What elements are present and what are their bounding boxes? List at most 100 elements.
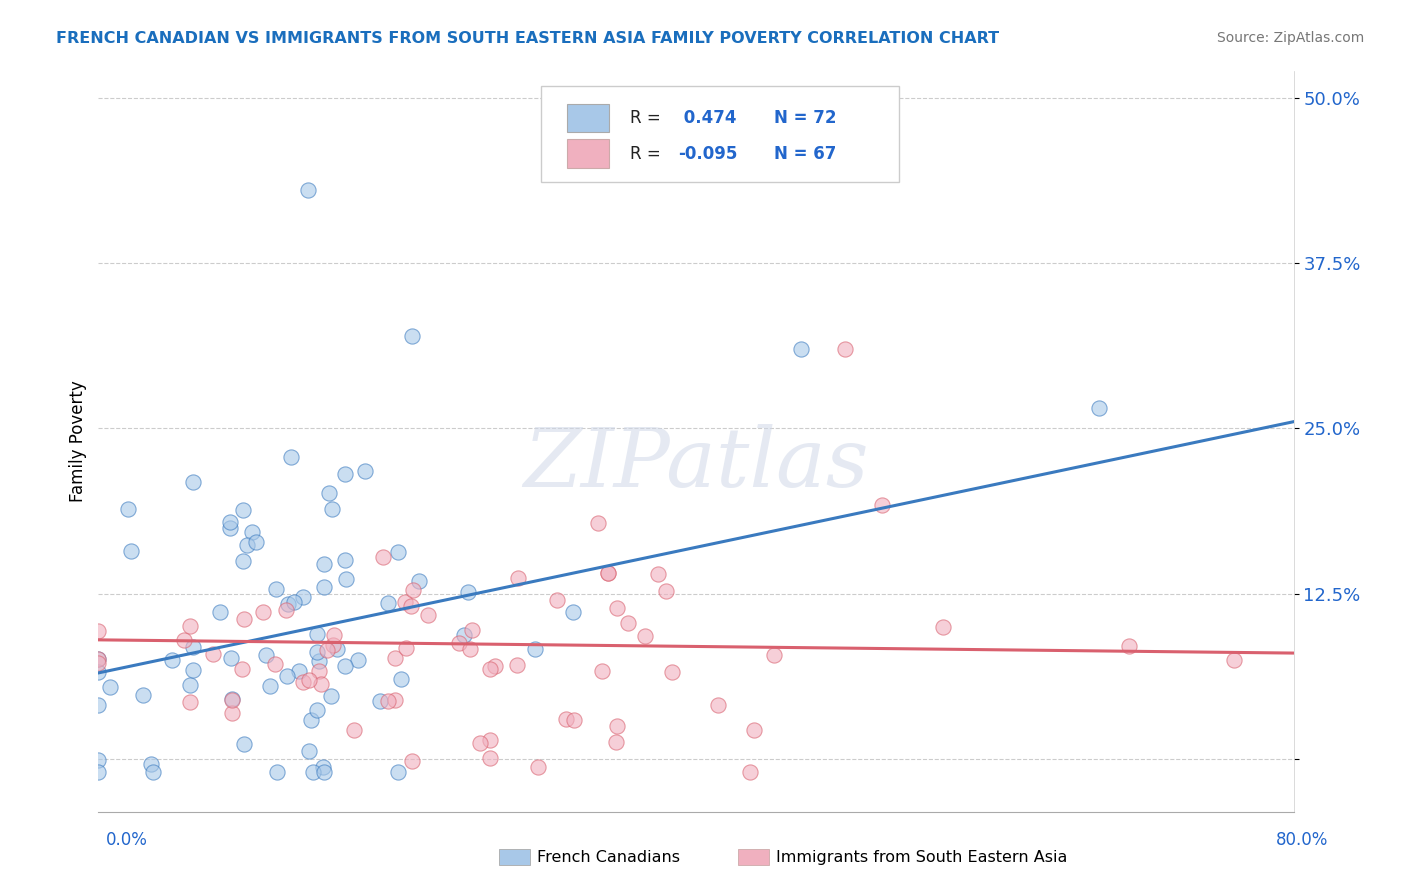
Point <box>479 750 502 764</box>
Point <box>322 638 344 652</box>
Point <box>314 765 336 780</box>
Point <box>299 713 322 727</box>
Point <box>280 450 302 464</box>
Point <box>254 648 277 663</box>
Point <box>647 566 669 581</box>
FancyBboxPatch shape <box>567 104 609 132</box>
Point <box>87 698 110 712</box>
Point <box>221 692 243 706</box>
Text: Source: ZipAtlas.com: Source: ZipAtlas.com <box>1216 31 1364 45</box>
Point <box>263 657 285 671</box>
Point <box>335 552 357 566</box>
Point <box>706 698 728 712</box>
Point <box>87 656 110 670</box>
Text: R =: R = <box>630 145 666 162</box>
Point <box>291 591 314 605</box>
Point <box>202 648 225 662</box>
Point <box>87 665 110 679</box>
Point <box>181 475 204 489</box>
Point <box>1088 401 1111 416</box>
Point <box>661 665 683 679</box>
Point <box>484 658 506 673</box>
Point <box>231 662 253 676</box>
Point <box>181 640 204 654</box>
Point <box>221 706 243 720</box>
Point <box>277 597 299 611</box>
Point <box>634 629 657 643</box>
FancyBboxPatch shape <box>567 139 609 168</box>
Point <box>333 467 356 482</box>
Text: French Canadians: French Canadians <box>537 850 681 864</box>
Point <box>292 675 315 690</box>
Point <box>377 694 399 708</box>
Point <box>232 502 254 516</box>
Text: 0.0%: 0.0% <box>105 831 148 849</box>
Point <box>87 753 110 767</box>
Point <box>1118 640 1140 654</box>
Point <box>655 583 678 598</box>
Point <box>179 695 201 709</box>
Point <box>120 544 142 558</box>
Point <box>179 678 201 692</box>
Point <box>160 653 183 667</box>
Point <box>384 651 406 665</box>
Point <box>479 732 502 747</box>
Point <box>598 566 620 580</box>
Point <box>266 765 288 780</box>
Point <box>371 549 394 564</box>
Point <box>308 654 330 668</box>
Y-axis label: Family Poverty: Family Poverty <box>69 381 87 502</box>
Point <box>460 642 482 657</box>
Point <box>591 664 613 678</box>
Text: FRENCH CANADIAN VS IMMIGRANTS FROM SOUTH EASTERN ASIA FAMILY POVERTY CORRELATION: FRENCH CANADIAN VS IMMIGRANTS FROM SOUTH… <box>56 31 1000 46</box>
Point <box>401 328 423 343</box>
Point <box>343 723 366 738</box>
Point <box>219 520 242 534</box>
Point <box>479 662 502 676</box>
Point <box>335 572 357 586</box>
Point <box>606 601 628 615</box>
Point <box>333 659 356 673</box>
Point <box>117 502 139 516</box>
Point <box>401 599 423 614</box>
Point <box>141 757 163 772</box>
Point <box>219 515 242 529</box>
Point <box>283 594 305 608</box>
Point <box>617 616 640 631</box>
Point <box>314 580 336 594</box>
Point <box>319 689 342 703</box>
Point <box>598 566 620 581</box>
Point <box>402 583 425 598</box>
Text: Immigrants from South Eastern Asia: Immigrants from South Eastern Asia <box>776 850 1067 864</box>
Point <box>555 712 578 726</box>
Point <box>87 652 110 666</box>
Point <box>326 642 349 657</box>
Point <box>508 571 530 585</box>
Point <box>276 669 298 683</box>
Text: R =: R = <box>630 109 666 127</box>
Point <box>209 605 232 619</box>
Point <box>347 653 370 667</box>
Point <box>834 342 856 356</box>
Point <box>384 692 406 706</box>
Point <box>468 736 491 750</box>
Point <box>87 765 110 780</box>
Point <box>287 664 309 678</box>
Point <box>298 673 321 688</box>
Point <box>870 498 893 512</box>
Point <box>416 607 439 622</box>
Point <box>524 642 547 657</box>
Point <box>316 643 339 657</box>
Point <box>931 620 953 634</box>
Point <box>232 737 254 751</box>
Point <box>401 754 423 768</box>
Point <box>321 502 343 516</box>
Point <box>408 574 430 588</box>
Point <box>740 765 762 780</box>
Point <box>461 624 484 638</box>
Point <box>457 585 479 599</box>
Point <box>142 765 165 780</box>
Point <box>312 557 335 571</box>
Point <box>309 677 332 691</box>
Point <box>453 628 475 642</box>
